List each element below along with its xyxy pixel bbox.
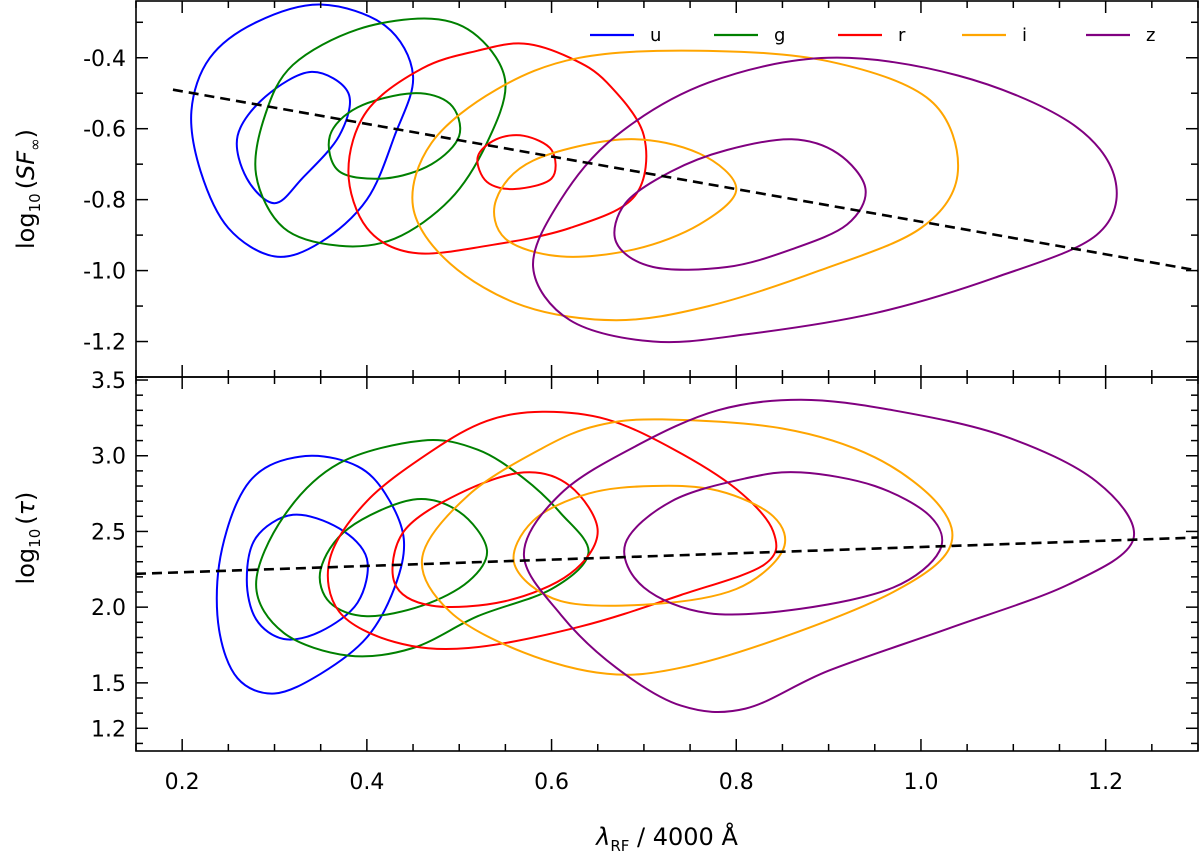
x-tick-label: 0.8 [719, 770, 754, 795]
bottom-contour-g-3 [318, 498, 489, 618]
top-axes-frame [135, 0, 1199, 378]
x-tick-label: 0.4 [349, 770, 384, 795]
top-contour-u-1 [235, 70, 351, 205]
x-label-symbol: λ [594, 823, 610, 851]
x-axis: 0.2 0.4 0.6 0.8 1.0 1.2 [165, 770, 1123, 795]
top-contour-g-2 [254, 17, 507, 248]
bottom-ticks: 3.5 3.0 2.5 2.0 1.5 1.2 [91, 369, 1199, 751]
x-label-rest: / 4000 Å [629, 822, 738, 851]
bottom-ytick-label: 1.2 [91, 717, 126, 742]
top-ylabel-sub: 10 [26, 193, 44, 212]
top-ylabel-var: SF [12, 150, 40, 180]
top-contour-i-6 [411, 49, 960, 322]
x-tick-label: 1.2 [1088, 770, 1123, 795]
legend-label-z: z [1146, 25, 1155, 46]
legend-label-g: g [774, 25, 785, 46]
bottom-contour-r-5 [391, 471, 599, 608]
top-contour-u-0 [190, 3, 415, 258]
top-ytick-label: -0.4 [83, 47, 126, 72]
bottom-ylabel: log10 (τ) [12, 492, 44, 585]
top-contour-g-3 [327, 92, 462, 180]
bottom-ylabel-sub: 10 [26, 529, 44, 548]
bottom-contours [215, 398, 1136, 713]
top-contour-z-8 [532, 56, 1118, 344]
x-tick-label: 1.0 [903, 770, 938, 795]
top-ticks: -0.4 -0.6 -0.8 -1.0 -1.2 [83, 1, 1199, 378]
top-ytick-label: -1.0 [83, 260, 126, 285]
top-ytick-label: -0.8 [83, 189, 126, 214]
bottom-ylabel-close: ) [12, 492, 40, 501]
top-ylabel-var-sub: ∞ [26, 138, 44, 151]
bottom-trend-line [135, 536, 1199, 576]
top-contour-r-4 [347, 42, 648, 255]
bottom-contour-i-6 [420, 418, 954, 676]
legend-label-r: r [898, 25, 906, 46]
bottom-contour-u-1 [245, 513, 369, 641]
top-ylabel: log10 (SF∞) [12, 129, 44, 249]
top-contour-z-9 [613, 138, 867, 271]
top-panel: -0.4 -0.6 -0.8 -1.0 -1.2 u g r i z log10 (SF∞) [12, 0, 1199, 378]
bottom-contour-r-4 [326, 410, 778, 650]
top-ylabel-prefix: log [12, 212, 40, 249]
bottom-axes-frame [135, 376, 1199, 752]
bottom-contour-i-7 [512, 484, 787, 607]
bottom-ytick-label: 1.5 [91, 672, 126, 697]
top-ylabel-close: ) [12, 129, 40, 138]
bottom-contour-z-9 [623, 471, 944, 616]
top-contour-r-5 [476, 134, 557, 191]
bottom-ylabel-open: ( [12, 515, 40, 524]
bottom-ytick-label: 2.0 [91, 596, 126, 621]
bottom-ylabel-prefix: log [12, 548, 40, 585]
bottom-contour-g-2 [255, 439, 590, 658]
bottom-ytick-label: 3.5 [91, 369, 126, 394]
top-ytick-label: -0.6 [83, 118, 126, 143]
bottom-panel: 3.5 3.0 2.5 2.0 1.5 1.2 log10 (τ) [12, 369, 1199, 752]
legend-label-u: u [650, 25, 661, 46]
top-contour-i-7 [493, 138, 738, 258]
bottom-contour-z-8 [522, 398, 1136, 713]
legend-label-i: i [1022, 25, 1027, 46]
bottom-ylabel-var: τ [12, 500, 40, 515]
bottom-ytick-label: 3.0 [91, 445, 126, 470]
top-contours [190, 3, 1118, 344]
top-ylabel-open: ( [12, 180, 40, 189]
bottom-ytick-label: 2.5 [91, 520, 126, 545]
top-trend-line [172, 88, 1199, 272]
x-axis-label: λRF / 4000 Å [594, 822, 738, 855]
x-label-sub: RF [610, 837, 629, 855]
x-tick-label: 0.6 [534, 770, 569, 795]
top-ytick-label: -1.2 [83, 331, 126, 356]
bottom-contour-u-0 [215, 454, 406, 695]
x-tick-label: 0.2 [165, 770, 200, 795]
